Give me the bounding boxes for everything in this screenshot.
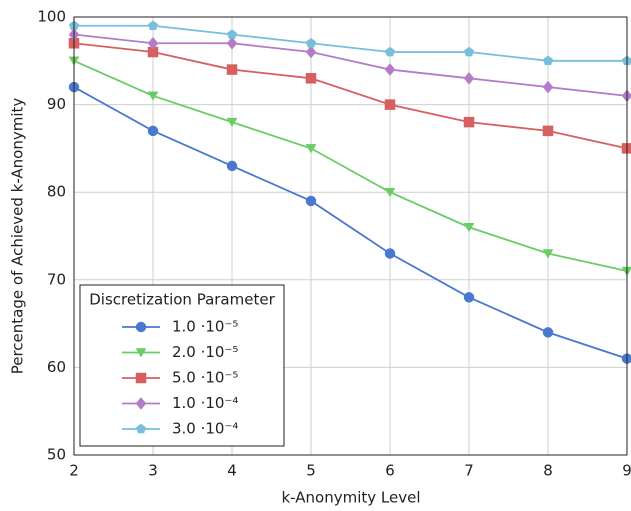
marker [305, 144, 317, 154]
x-tick-label: 2 [69, 462, 79, 480]
marker [384, 99, 396, 110]
legend-box [79, 284, 285, 447]
marker [463, 116, 475, 128]
series-line [74, 24, 627, 62]
marker [226, 36, 238, 50]
legend-marker [135, 348, 147, 358]
legend-label: 3.0 ·10⁻⁴ [172, 420, 238, 438]
marker [305, 73, 317, 84]
marker [226, 29, 238, 39]
marker [384, 248, 396, 259]
y-tick-label: 100 [37, 8, 66, 26]
legend-marker [135, 372, 147, 384]
y-tick-label: 90 [47, 95, 66, 113]
x-tick-label: 3 [148, 462, 158, 480]
x-tick-label: 9 [622, 462, 631, 480]
marker [305, 45, 317, 59]
x-tick-label: 8 [543, 462, 553, 480]
x-tick-label: 6 [385, 462, 395, 480]
y-axis-label: Percentage of Achieved k-Anonymity [9, 98, 27, 375]
plot-frame [73, 16, 628, 456]
legend-marker [135, 423, 147, 434]
legend-label: 2.0 ·10⁻⁵ [172, 343, 238, 361]
marker [147, 36, 159, 50]
marker [384, 187, 396, 198]
marker [384, 46, 396, 57]
marker [542, 125, 554, 137]
x-tick-label: 7 [464, 462, 474, 480]
marker [542, 55, 554, 66]
marker [463, 46, 475, 57]
marker [463, 71, 475, 85]
marker [226, 117, 238, 128]
x-tick-label: 4 [227, 462, 237, 480]
marker [542, 327, 554, 338]
y-tick-label: 80 [47, 183, 66, 201]
marker [463, 292, 475, 303]
marker [542, 249, 554, 259]
marker [147, 125, 159, 137]
legend-label: 1.0 ·10⁻⁵ [172, 318, 238, 336]
x-tick-label: 5 [306, 462, 316, 480]
series-line [73, 42, 628, 150]
marker [226, 160, 238, 172]
y-tick-label: 60 [47, 358, 66, 376]
marker [147, 20, 159, 31]
legend-label: 1.0 ·10⁻⁴ [172, 394, 238, 412]
legend-label: 5.0 ·10⁻⁵ [172, 369, 238, 387]
marker [305, 195, 317, 207]
legend-marker [135, 397, 147, 410]
x-axis-label: k-Anonymity Level [282, 489, 421, 507]
marker [384, 63, 396, 76]
marker [542, 80, 554, 94]
y-tick-label: 50 [47, 446, 66, 464]
series-line [73, 59, 628, 272]
legend-title: Discretization Parameter [89, 291, 275, 309]
series-line [73, 33, 628, 97]
marker [147, 91, 159, 101]
y-tick-label: 70 [47, 270, 66, 288]
legend-marker [135, 321, 147, 333]
marker [305, 37, 317, 48]
series-line [73, 86, 628, 360]
marker [226, 64, 238, 75]
marker [463, 222, 475, 233]
